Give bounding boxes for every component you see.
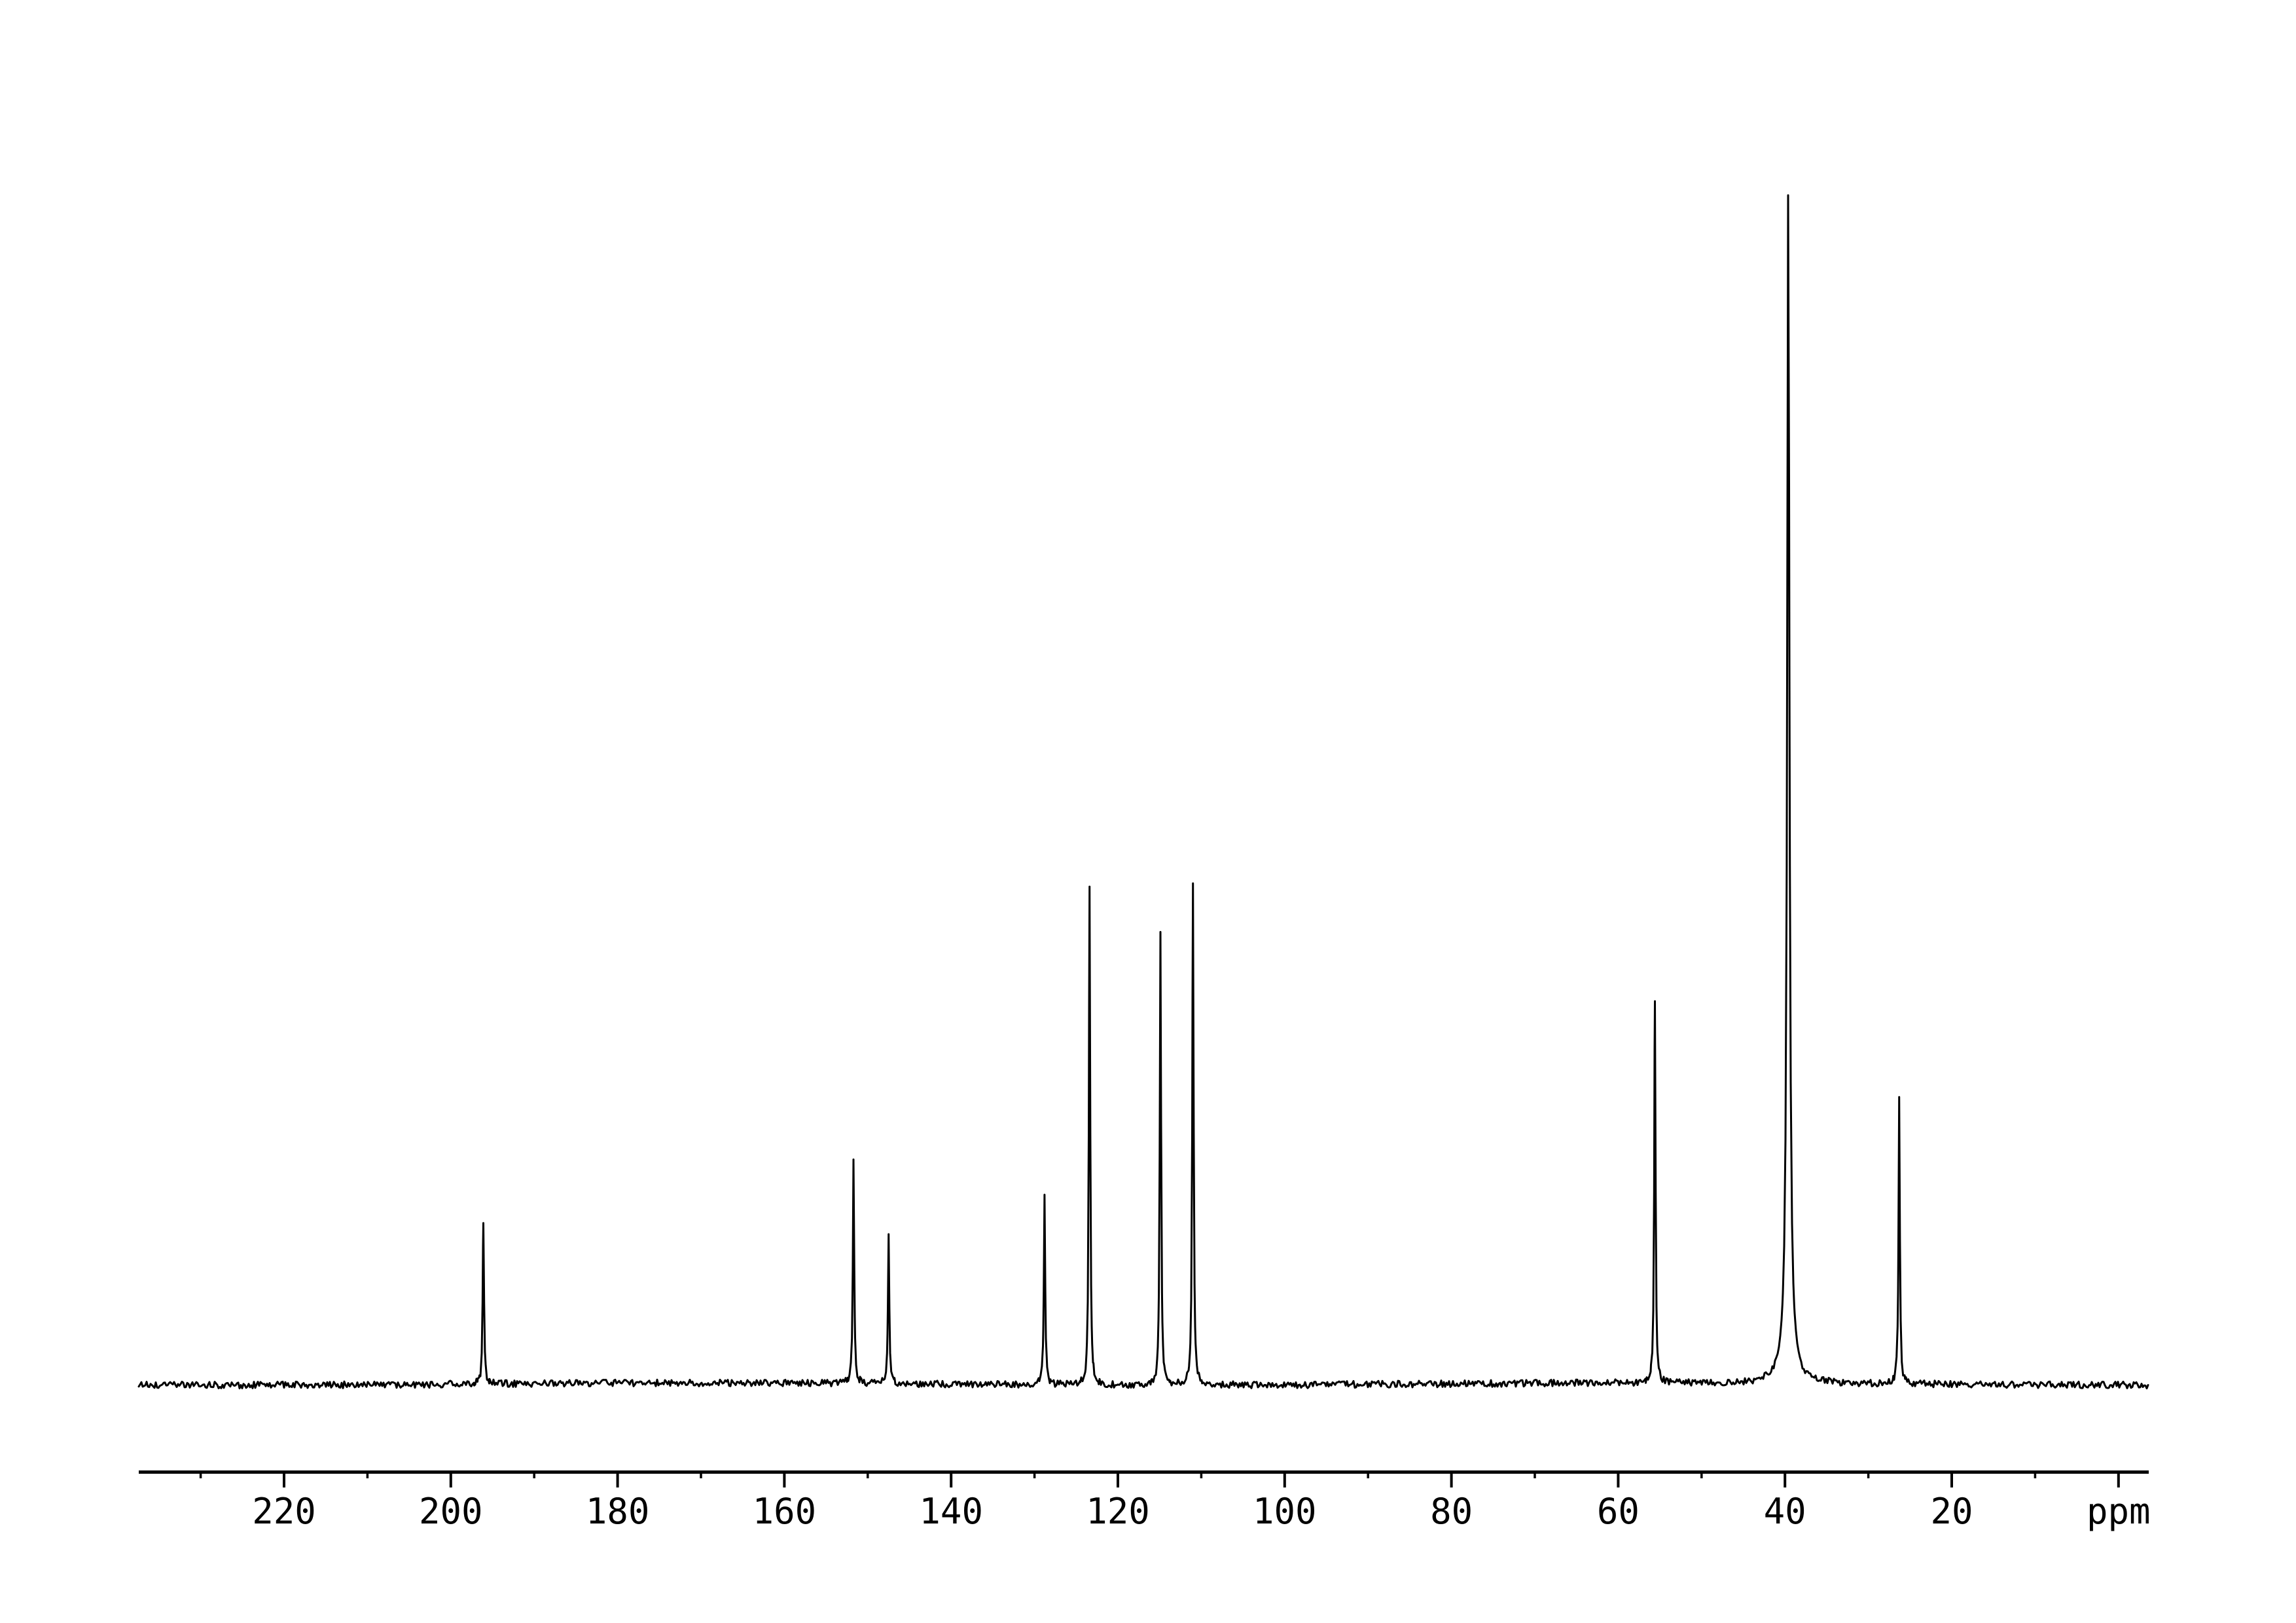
x-axis-tick-label-120: 120: [1086, 1491, 1150, 1532]
x-axis-ticks: [199, 1470, 2120, 1487]
x-axis-tick-label-60: 60: [1597, 1491, 1640, 1532]
x-axis-tick-label-80: 80: [1430, 1491, 1473, 1532]
x-axis: 220 200 180 160 140 120 100 80 60 40 20 ppm: [139, 1470, 2151, 1532]
x-axis-tick-label-220: 220: [252, 1491, 316, 1532]
spectrum-trace: [137, 194, 2149, 1390]
x-axis-tick-label-100: 100: [1253, 1491, 1317, 1532]
x-axis-unit-label: ppm: [2087, 1491, 2151, 1532]
x-axis-tick-label-20: 20: [1930, 1491, 1973, 1532]
x-axis-tick-label-40: 40: [1764, 1491, 1806, 1532]
x-axis-tick-label-200: 200: [419, 1491, 483, 1532]
x-axis-tick-label-160: 160: [753, 1491, 817, 1532]
x-axis-tick-label-140: 140: [919, 1491, 983, 1532]
x-axis-tick-label-180: 180: [586, 1491, 650, 1532]
x-axis-labels: 220 200 180 160 140 120 100 80 60 40 20 ppm: [252, 1491, 2150, 1532]
